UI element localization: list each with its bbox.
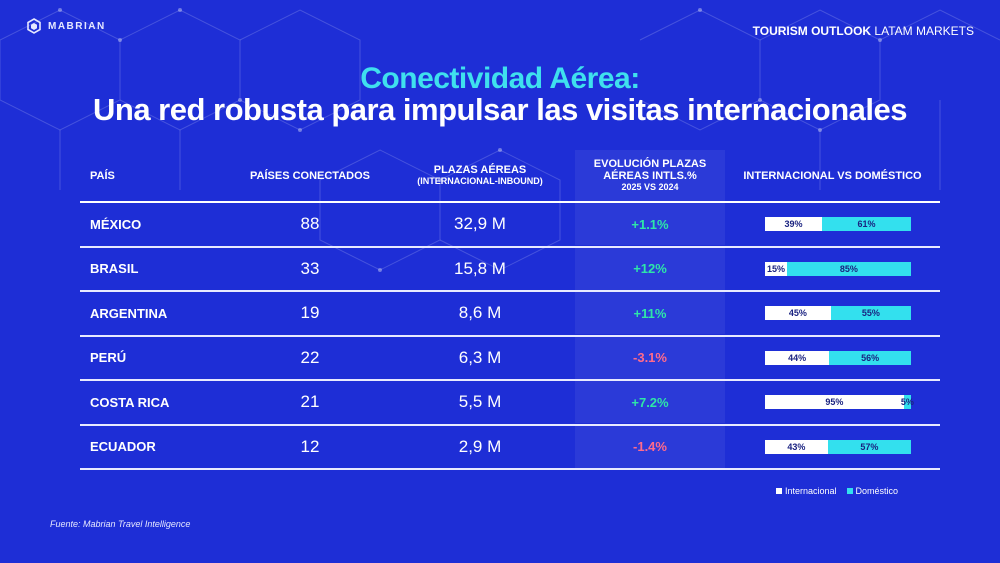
header-split: INTERNACIONAL VS DOMÉSTICO [725, 150, 940, 201]
bar-segment-international: 15% [765, 261, 787, 276]
table-header: PAÍS PAÍSES CONECTADOS PLAZAS AÉREAS (IN… [80, 150, 940, 203]
report-header-bold: TOURISM OUTLOOK [752, 24, 872, 38]
split-bar: 44% 56% [765, 350, 911, 365]
table-row: PERÚ 22 6,3 M -3.1% 44% 56% [80, 336, 940, 381]
bar-segment-domestic: 57% [827, 439, 911, 454]
legend-swatch-domestic [846, 488, 853, 494]
title-line-2: Una red robusta para impulsar las visita… [93, 92, 907, 127]
evolution-column-shade [575, 292, 725, 334]
legend-swatch-international [776, 488, 782, 494]
logo-hexagon-icon [27, 18, 41, 34]
air-seats-cell: 32,9 M [454, 214, 506, 233]
evolution-column-shade [575, 381, 725, 423]
country-cell: ECUADOR [90, 439, 156, 454]
table-row: COSTA RICA 21 5,5 M +7.2% 95% 5% [80, 381, 940, 426]
evolution-cell: +7.2% [631, 394, 669, 410]
air-seats-cell: 8,6 M [458, 303, 502, 322]
table-body: MÉXICO 88 32,9 M +1.1% 39% 61% BRASIL 33 15,8 M +… [80, 203, 940, 470]
air-seats-cell: 5,5 M [458, 392, 502, 411]
connected-countries-cell: 21 [300, 392, 320, 411]
header-country: PAÍS [80, 150, 190, 201]
evolution-column-shade [575, 336, 725, 379]
evolution-column-shade [575, 247, 725, 290]
bar-segment-international: 44% [765, 350, 830, 365]
header-connected: PAÍSES CONECTADOS [230, 150, 390, 201]
air-seats-cell: 6,3 M [458, 347, 502, 367]
evolution-column-shade [575, 425, 725, 468]
split-bar: 39% 61% [765, 217, 911, 231]
bar-segment-international: 43% [765, 439, 828, 454]
evolution-cell: +12% [633, 261, 667, 276]
header-seats-sublabel: (INTERNACIONAL-INBOUND) [417, 176, 543, 186]
country-cell: PERÚ [90, 350, 127, 365]
connectivity-table: PAÍS PAÍSES CONECTADOS PLAZAS AÉREAS (IN… [80, 150, 940, 470]
evolution-column-shade [575, 203, 725, 245]
evolution-cell: -1.4% [633, 439, 667, 454]
bar-segment-international: 45% [765, 306, 831, 320]
country-cell: ARGENTINA [90, 305, 168, 321]
country-cell: MÉXICO [90, 216, 142, 232]
bar-segment-domestic: 85% [786, 261, 911, 276]
bar-segment-international: 95% [765, 395, 904, 409]
legend-item-international: Internacional [776, 486, 837, 496]
table-row: ARGENTINA 19 8,6 M +11% 45% 55% [80, 292, 940, 337]
evolution-cell: +1.1% [631, 216, 669, 232]
report-header-rest: LATAM MARKETS [871, 24, 974, 38]
connected-countries-cell: 22 [300, 347, 320, 367]
header-country-label: PAÍS [90, 169, 115, 182]
table-row: BRASIL 33 15,8 M +12% 15% 85% [80, 247, 940, 292]
brand-logo: MABRIAN [26, 18, 106, 34]
split-bar: 15% 85% [765, 261, 911, 276]
legend-label-international: Internacional [785, 486, 837, 496]
header-evolution-line1: EVOLUCIÓN PLAZAS [593, 158, 707, 170]
bar-segment-domestic: 61% [821, 217, 911, 231]
bar-segment-domestic: 55% [830, 306, 911, 320]
title-line-1: Conectividad Aérea: [360, 62, 640, 95]
split-bar: 43% 57% [765, 439, 911, 454]
connected-countries-cell: 88 [300, 214, 320, 233]
connected-countries-cell: 19 [300, 303, 320, 322]
legend-label-domestic: Doméstico [855, 486, 899, 496]
table-row: ECUADOR 12 2,9 M -1.4% 43% 57% [80, 425, 940, 470]
legend-item-domestic: Doméstico [846, 486, 899, 496]
table-row: MÉXICO 88 32,9 M +1.1% 39% 61% [80, 203, 940, 248]
header-seats-label: PLAZAS AÉREAS [433, 164, 527, 176]
split-bar: 95% 5% [765, 395, 914, 409]
chart-legend: Internacional Doméstico [776, 486, 898, 496]
logo-text: MABRIAN [48, 20, 106, 32]
header-connected-label: PAÍSES CONECTADOS [250, 169, 370, 182]
bar-segment-international: 39% [765, 217, 822, 231]
evolution-cell: -3.1% [633, 350, 667, 365]
header-evolution-line2: AÉREAS INTLS.% [603, 170, 697, 182]
air-seats-cell: 15,8 M [454, 258, 506, 278]
report-header: TOURISM OUTLOOK LATAM MARKETS [753, 24, 974, 38]
header-evolution: EVOLUCIÓN PLAZAS AÉREAS INTLS.% 2025 VS … [575, 150, 725, 201]
bar-segment-domestic: 5% [900, 395, 914, 409]
connected-countries-cell: 12 [300, 436, 320, 456]
header-split-label: INTERNACIONAL VS DOMÉSTICO [743, 169, 922, 182]
source-note: Fuente: Mabrian Travel Intelligence [50, 519, 191, 529]
split-bar: 45% 55% [765, 306, 911, 320]
air-seats-cell: 2,9 M [458, 436, 502, 456]
country-cell: BRASIL [90, 261, 139, 276]
evolution-cell: +11% [633, 305, 667, 321]
bar-segment-domestic: 56% [829, 350, 911, 365]
country-cell: COSTA RICA [90, 394, 170, 410]
connected-countries-cell: 33 [300, 258, 320, 278]
header-seats: PLAZAS AÉREAS (INTERNACIONAL-INBOUND) [395, 150, 565, 201]
header-evolution-line3: 2025 VS 2024 [621, 182, 679, 192]
